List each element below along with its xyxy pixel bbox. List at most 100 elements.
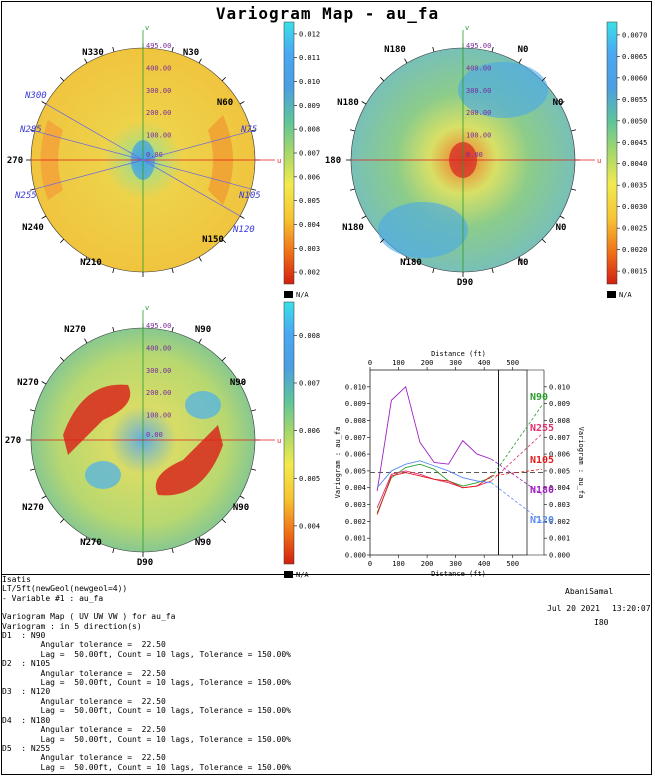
y-tick-label-right: 0.002 (549, 518, 570, 526)
radius-tick-label: 495.00 (146, 42, 171, 50)
outer-direction-label: N0 (556, 223, 567, 233)
outer-direction-label: N90 (233, 503, 249, 513)
x-tick-label: 200 (421, 560, 434, 568)
map-high-zone (85, 461, 121, 489)
map-tick (404, 58, 408, 64)
na-swatch (284, 291, 293, 298)
outer-direction-label: D90 (137, 558, 153, 568)
map-tick (239, 215, 245, 219)
series-label: N180 (530, 485, 554, 496)
y-tick-label: 0.006 (345, 451, 366, 459)
map-tick (41, 495, 47, 499)
na-label: N/A (619, 291, 632, 299)
map-tick (59, 76, 65, 82)
y-tick-label: 0.009 (345, 400, 366, 408)
legend-tick-label: 0.0045 (622, 139, 647, 147)
legend-tick-label: 0.0065 (622, 53, 647, 61)
map-tick (59, 238, 65, 244)
map-tick (198, 536, 202, 542)
legend-colorbar (283, 301, 295, 565)
legend-tick-label: 0.011 (299, 54, 320, 62)
outer-direction-label: N180 (400, 258, 422, 268)
map-tick (41, 215, 47, 219)
outer-direction-label: N0 (518, 45, 529, 55)
direction-line-label: N105 (238, 191, 261, 201)
map-tick (198, 338, 202, 344)
radius-tick-label: 200.00 (146, 109, 171, 117)
y-tick-label-right: 0.008 (549, 417, 570, 425)
outer-direction-label: N0 (553, 98, 564, 108)
map-tick (171, 326, 174, 332)
legend-tick-label: 0.0035 (622, 182, 647, 190)
outer-direction-label: N150 (202, 235, 224, 245)
direction-line-label: N285 (19, 125, 42, 135)
outer-direction-label: N330 (82, 48, 104, 58)
map-tick (379, 238, 385, 244)
legend-tick-label: 0.007 (299, 379, 320, 387)
direction-entry: D5 : N255 (2, 743, 51, 753)
direction-lag: Lag = 50.00ft, Count = 10 lags, Toleranc… (2, 706, 291, 716)
x-tick-label: 300 (449, 560, 462, 568)
report-footer: Isatis LT/5ft(newGeol(newgeol=4)) - Vari… (1, 574, 653, 776)
map-tick (84, 536, 88, 542)
outer-direction-label: N270 (22, 503, 44, 513)
x-tick-label-top: 400 (478, 359, 491, 367)
y-tick-label: 0.010 (345, 383, 366, 391)
map-tick (541, 76, 547, 82)
radius-tick-label: 400.00 (146, 64, 171, 72)
direction-lag: Lag = 50.00ft, Count = 10 lags, Toleranc… (2, 762, 291, 772)
outer-direction-label: N90 (195, 325, 211, 335)
radius-tick-label: 300.00 (466, 87, 491, 95)
direction-line-label: N75 (240, 125, 257, 135)
outer-direction-label: N90 (230, 378, 246, 388)
y-tick-label: 0.007 (345, 434, 366, 442)
radius-tick-label: 200.00 (466, 109, 491, 117)
map-tick (361, 101, 367, 105)
plots-canvas: v u 0.00 100.00 200.00 300.00 400.00 495.00 N330… (5, 21, 647, 579)
direction-tolerance: Angular tolerance = 22.50 (2, 668, 166, 678)
outer-direction-label: N180 (384, 45, 406, 55)
variogram-map-3: v u 0.00 100.00 200.00 300.00 400.00 495.00 N270… (5, 301, 320, 579)
radius-tick-label: 0.00 (146, 431, 163, 439)
radius-tick-label: 100.00 (466, 132, 491, 140)
map-tick (251, 409, 257, 412)
v-axis-label: v (145, 24, 149, 32)
na-swatch (607, 291, 616, 298)
legend-tick-label: 0.002 (299, 269, 320, 277)
x-tick-label-top: 300 (449, 359, 462, 367)
radius-tick-label: 0.00 (466, 151, 483, 159)
map-tick (198, 256, 202, 262)
map-tick (541, 238, 547, 244)
map-tick (59, 356, 65, 362)
y-axis-label: Variogram : au_fa (334, 427, 342, 499)
series-line-n90 (376, 463, 492, 514)
legend-tick-label: 0.009 (299, 102, 320, 110)
series-extension (491, 468, 543, 477)
radius-tick-label: 495.00 (466, 42, 491, 50)
legend-tick-label: 0.004 (299, 221, 320, 229)
footer-app: Isatis (2, 575, 31, 584)
na-label: N/A (296, 291, 309, 299)
direction-lag: Lag = 50.00ft, Count = 10 lags, Toleranc… (2, 678, 291, 688)
outer-direction-label: D90 (457, 278, 473, 288)
v-axis-label: v (145, 304, 149, 312)
map-tick (251, 468, 257, 471)
outer-direction-label: N30 (183, 48, 199, 58)
footer-date: Jul 20 2021 (547, 604, 600, 613)
x-tick-label: 100 (392, 560, 405, 568)
footer-time: 13:20:07 (612, 604, 651, 613)
series-extension (491, 482, 543, 522)
direction-line-label: N255 (14, 191, 37, 201)
u-axis-label: u (277, 157, 281, 165)
map-tick (239, 101, 245, 105)
y-tick-label-right: 0.006 (549, 451, 570, 459)
legend-tick-label: 0.005 (299, 475, 320, 483)
map-tick (112, 326, 115, 332)
series-extension (491, 433, 543, 482)
radius-tick-label: 100.00 (146, 132, 171, 140)
map-tick (29, 468, 35, 471)
outer-direction-label: N90 (195, 538, 211, 548)
legend-tick-label: 0.005 (299, 197, 320, 205)
map-tick (84, 58, 88, 64)
y-tick-label-right: 0.003 (549, 501, 570, 509)
